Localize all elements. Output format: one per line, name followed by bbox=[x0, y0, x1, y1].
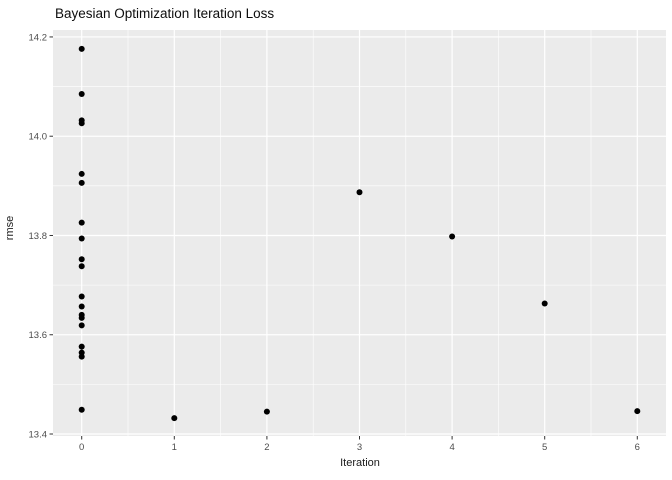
x-axis-title: Iteration bbox=[340, 457, 380, 469]
major-gridlines bbox=[53, 30, 666, 436]
data-point bbox=[263, 408, 270, 415]
y-tick-label: 14.2 bbox=[29, 32, 48, 43]
y-tick-label: 13.6 bbox=[29, 330, 48, 341]
x-tick-label: 1 bbox=[172, 442, 177, 453]
data-point bbox=[541, 300, 548, 307]
x-tick-label: 2 bbox=[264, 442, 269, 453]
data-point bbox=[78, 120, 85, 127]
x-tick-label: 5 bbox=[542, 442, 547, 453]
data-point bbox=[634, 408, 641, 415]
x-tick-label: 4 bbox=[449, 442, 454, 453]
y-tick-label: 13.8 bbox=[29, 231, 48, 242]
data-point bbox=[78, 179, 85, 186]
data-point bbox=[78, 322, 85, 329]
tick-labels: 0 1 2 3 4 5 6 13.4 13.6 13.8 14.0 14.2 bbox=[29, 32, 640, 453]
data-point bbox=[78, 170, 85, 177]
x-tick-label: 0 bbox=[79, 442, 84, 453]
data-point bbox=[78, 91, 85, 98]
plot-title: Bayesian Optimization Iteration Loss bbox=[55, 6, 274, 21]
x-tick-label: 3 bbox=[357, 442, 362, 453]
data-point bbox=[78, 314, 85, 321]
data-points bbox=[78, 45, 641, 422]
data-point bbox=[78, 293, 85, 300]
data-point bbox=[78, 256, 85, 263]
data-point bbox=[78, 219, 85, 226]
data-point bbox=[78, 343, 85, 350]
data-point bbox=[78, 235, 85, 242]
data-point bbox=[356, 189, 363, 196]
data-point bbox=[78, 303, 85, 310]
data-point bbox=[449, 233, 456, 240]
y-axis-title: rmse bbox=[4, 216, 16, 240]
data-point bbox=[78, 45, 85, 52]
y-tick-label: 13.4 bbox=[29, 429, 48, 440]
data-point bbox=[171, 415, 178, 422]
data-point bbox=[78, 353, 85, 360]
x-tick-label: 6 bbox=[635, 442, 640, 453]
data-point bbox=[78, 263, 85, 270]
data-point bbox=[78, 406, 85, 413]
axis-ticks bbox=[49, 36, 638, 440]
y-tick-label: 14.0 bbox=[29, 132, 48, 143]
